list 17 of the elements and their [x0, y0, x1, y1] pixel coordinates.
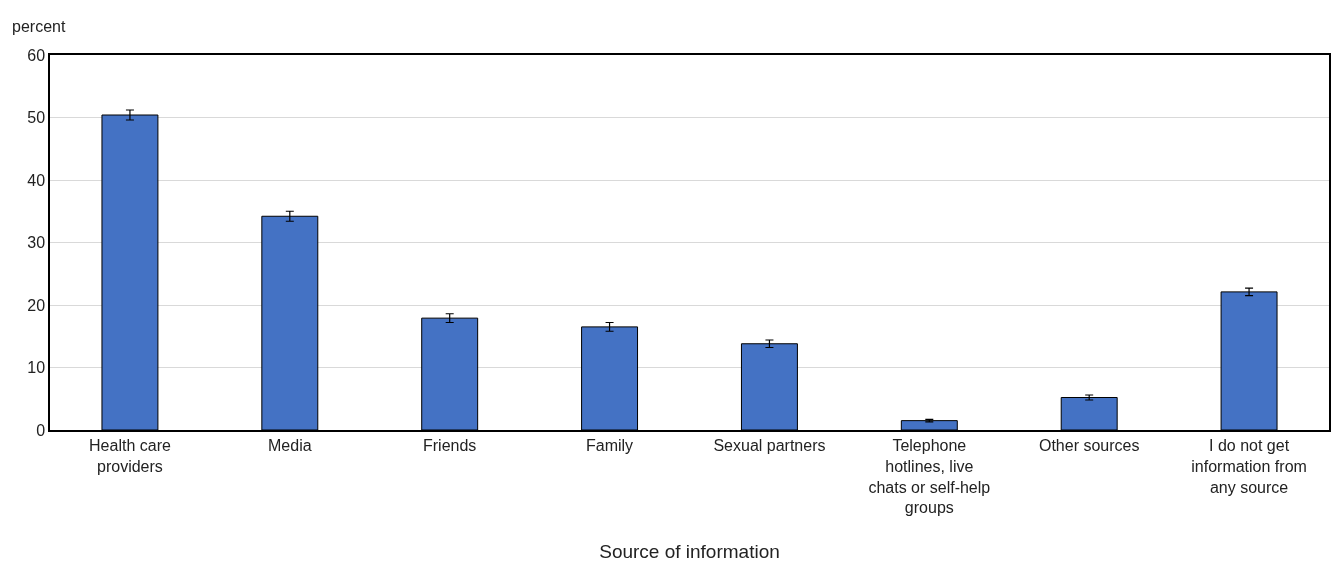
- y-axis-title: percent: [12, 18, 66, 35]
- y-tick-label: 60: [27, 46, 46, 64]
- x-tick-label: I do not get information from any source: [1191, 436, 1307, 496]
- y-tick-label: 0: [36, 421, 46, 439]
- y-tick-label: 30: [27, 234, 46, 252]
- x-tick-label: Sexual partners: [713, 436, 826, 454]
- x-tick-label: Telephone hotlines, live chats or self-help groups: [868, 436, 991, 517]
- y-tick-label: 10: [27, 359, 46, 377]
- x-tick-label: Media: [268, 436, 312, 454]
- x-tick-label: Health care providers: [89, 436, 171, 475]
- x-tick-label: Friends: [423, 436, 477, 454]
- y-tick-label: 50: [27, 109, 46, 127]
- y-tick-label: 40: [27, 171, 46, 189]
- x-tick-label: Family: [586, 436, 634, 454]
- x-tick-label: Other sources: [1038, 436, 1140, 454]
- y-tick-label: 20: [27, 296, 46, 314]
- x-axis-title: Source of information: [599, 541, 780, 562]
